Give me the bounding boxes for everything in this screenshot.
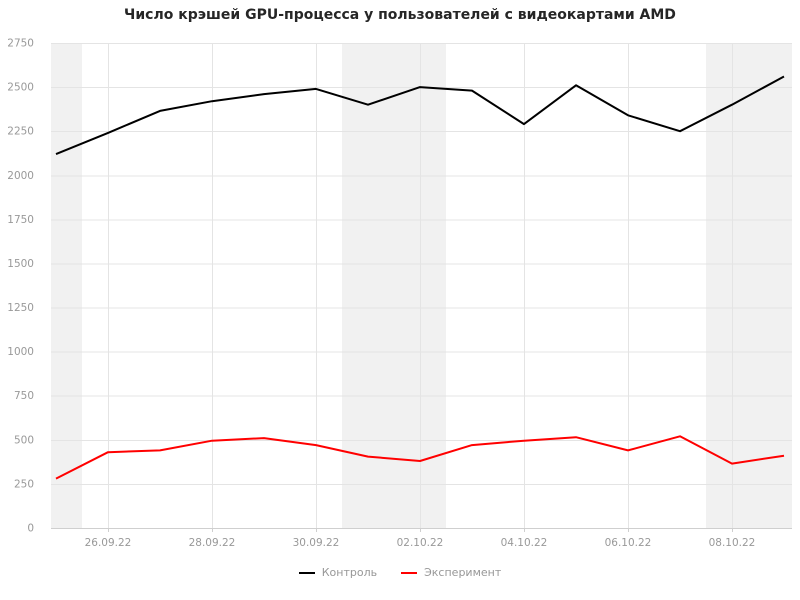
x-tick-label: 02.10.22 (397, 537, 444, 549)
x-tick-label: 08.10.22 (709, 537, 756, 549)
weekend-band (342, 43, 446, 528)
weekend-band (706, 43, 792, 528)
series-lines (55, 75, 785, 480)
x-tick-label: 28.09.22 (189, 537, 236, 549)
y-tick-label: 2500 (7, 82, 34, 94)
y-tick-label: 1750 (7, 214, 34, 226)
x-tick-label: 30.09.22 (293, 537, 340, 549)
x-tick-label: 06.10.22 (605, 537, 652, 549)
series-line-1 (55, 435, 785, 480)
y-tick-label: 2750 (7, 38, 34, 50)
weekend-bands (51, 43, 792, 528)
legend-label-experiment: Эксперимент (424, 566, 502, 579)
weekend-band (51, 43, 82, 528)
y-tick-label: 1500 (7, 258, 34, 270)
chart-title: Число крэшей GPU-процесса у пользователе… (124, 7, 676, 23)
control-line-swatch (298, 571, 315, 574)
experiment-line-swatch (401, 571, 418, 574)
legend: Контроль Эксперимент (0, 566, 800, 579)
y-tick-label: 0 (27, 523, 34, 535)
y-tick-label: 250 (14, 478, 34, 490)
y-tick-label: 1250 (7, 302, 34, 314)
gridlines (51, 43, 792, 532)
axis-labels: 0 250 500 750 1000 1250 1500 1750 2000 2250 2500 27… (7, 38, 755, 550)
x-tick-label: 04.10.22 (501, 537, 548, 549)
y-tick-label: 750 (14, 390, 34, 402)
legend-item-control: Контроль (298, 566, 378, 579)
legend-item-experiment: Эксперимент (401, 566, 501, 579)
y-tick-label: 500 (14, 434, 34, 446)
y-tick-label: 2000 (7, 170, 34, 182)
series-line-0 (55, 75, 785, 156)
legend-label-control: Контроль (321, 566, 378, 579)
x-tick-label: 26.09.22 (85, 537, 132, 549)
y-tick-label: 2250 (7, 126, 34, 138)
y-tick-label: 1000 (7, 346, 34, 358)
